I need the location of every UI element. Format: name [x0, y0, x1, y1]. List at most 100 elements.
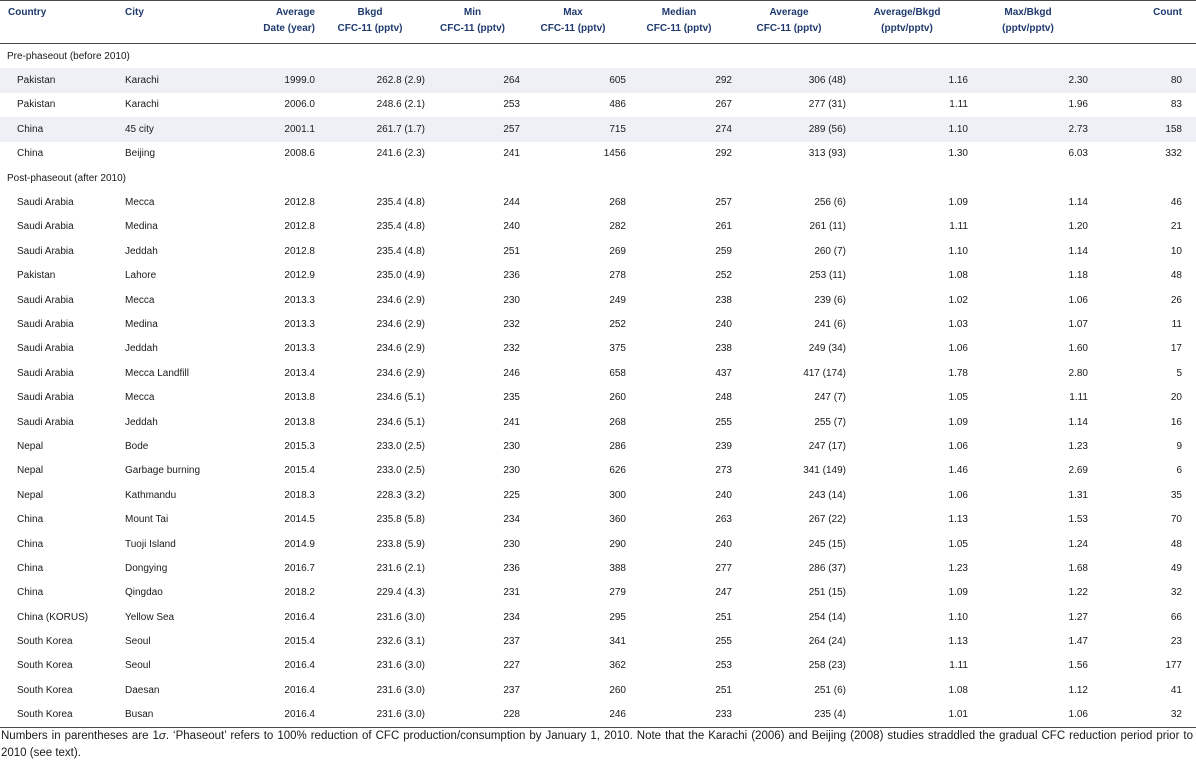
cell-min: 230	[425, 287, 520, 313]
cell-city: Mecca	[125, 385, 255, 410]
cell-max: 279	[520, 580, 626, 605]
cell-max: 658	[609, 367, 626, 379]
cell-count: 70	[1170, 514, 1182, 526]
cell-min: 237	[425, 678, 520, 703]
table-row: China Mount Tai 2014.5 235.8 (5.8) 234 360 263…	[0, 507, 1196, 531]
cell-average-bkgd-ratio: 1.10	[948, 611, 968, 623]
cell-count: 48	[1088, 531, 1196, 557]
cell-max-bkgd-ratio: 1.14	[968, 190, 1088, 215]
cell-average: 417 (174)	[803, 367, 846, 379]
cell-average: 277 (31)	[732, 92, 846, 118]
cell-max-bkgd-ratio: 1.47	[968, 629, 1088, 654]
cell-average-date: 2015.4	[255, 629, 315, 654]
cell-average-bkgd-ratio: 1.13	[948, 514, 968, 526]
cell-min: 228	[425, 702, 520, 728]
section-pre-phaseout-label: Pre-phaseout (before 2010)	[7, 50, 130, 62]
cell-city: Mecca	[125, 287, 255, 313]
table-row: Pakistan Karachi 2006.0 248.6 (2.1) 253 486 26…	[0, 92, 1196, 118]
cell-country: China	[0, 117, 125, 142]
cell-min: 230	[503, 465, 520, 477]
cell-average-date: 2016.4	[284, 611, 315, 623]
cell-median: 261	[715, 221, 732, 233]
cell-bkgd: 229.4 (4.3)	[315, 580, 425, 605]
cell-max: 486	[520, 92, 626, 118]
cell-country: Nepal	[17, 465, 44, 477]
cell-count: 158	[1088, 117, 1196, 142]
cell-city: Jeddah	[125, 336, 255, 362]
cell-average: 256 (6)	[732, 190, 846, 215]
table-row: Nepal Kathmandu 2018.3 228.3 (3.2) 225 300 240…	[0, 483, 1196, 508]
header-average: CFC-11 (pptv)	[732, 21, 846, 44]
cell-max-bkgd-ratio: 2.73	[968, 117, 1088, 142]
cell-bkgd: 231.6 (3.0)	[376, 611, 425, 623]
cell-count: 6	[1176, 465, 1182, 477]
table-row: China Dongying 2016.7 231.6 (2.1) 236 388 277 2…	[0, 556, 1196, 580]
cfc11-table: Country City Average Bkgd Min Max Median Averag…	[0, 0, 1196, 728]
cell-count: 9	[1088, 434, 1196, 459]
cell-max: 278	[609, 270, 626, 282]
table-row: China Tuoji Island 2014.9 233.8 (5.9) 230 290…	[0, 531, 1196, 557]
cell-bkgd: 235.0 (4.9)	[376, 270, 425, 282]
cell-average-bkgd-ratio: 1.11	[949, 660, 968, 672]
cell-average: 261 (11)	[809, 221, 846, 233]
cell-city: Medina	[125, 318, 158, 330]
cell-max-bkgd-ratio: 2.30	[968, 68, 1088, 93]
header-average-date: Date (year)	[255, 21, 315, 44]
cell-average-date: 2016.4	[255, 702, 315, 728]
footnote-sigma: σ	[158, 730, 166, 742]
cell-max-bkgd-ratio: 1.23	[968, 434, 1088, 459]
table-row: Saudi Arabia Medina 2013.3 234.6 (2.9) 232 25…	[0, 312, 1196, 336]
header-average-bkgd-ratio: (pptv/pptv)	[846, 21, 968, 44]
cell-median: 292	[626, 141, 732, 166]
cell-median: 238	[626, 287, 732, 313]
cell-median: 263	[715, 514, 732, 526]
cell-min: 246	[503, 367, 520, 379]
cell-median: 255	[626, 629, 732, 654]
header-median: Median	[626, 0, 732, 21]
cell-city: Mecca	[125, 190, 255, 215]
cell-bkgd: 231.6 (3.0)	[376, 660, 425, 672]
cell-max: 268	[609, 416, 626, 428]
header-max-bkgd-ratio: Max/Bkgd	[968, 0, 1088, 21]
table-row: South Korea Seoul 2016.4 231.6 (3.0) 227 362 2…	[0, 654, 1196, 678]
cell-max: 268	[520, 190, 626, 215]
table-row: Pakistan Karachi 1999.0 262.8 (2.9) 264 605 29…	[0, 68, 1196, 93]
cell-bkgd: 231.6 (2.1)	[376, 562, 425, 574]
cell-average: 258 (23)	[808, 660, 846, 672]
cell-max: 282	[609, 221, 626, 233]
cell-min: 230	[425, 531, 520, 557]
cell-average-bkgd-ratio: 1.08	[948, 270, 968, 282]
cell-average-bkgd-ratio: 1.16	[846, 68, 968, 93]
cell-bkgd: 234.6 (2.9)	[315, 336, 425, 362]
cell-bkgd: 235.4 (4.8)	[315, 190, 425, 215]
cell-average: 267 (22)	[808, 514, 846, 526]
cell-bkgd: 262.8 (2.9)	[315, 68, 425, 93]
cell-bkgd: 231.6 (3.0)	[315, 702, 425, 728]
cell-count: 177	[1165, 660, 1182, 672]
cell-count: 66	[1170, 611, 1182, 623]
cell-country: South Korea	[0, 629, 125, 654]
cell-bkgd: 233.8 (5.9)	[315, 531, 425, 557]
cell-max: 1456	[520, 141, 626, 166]
cell-min: 264	[425, 68, 520, 93]
cell-country: Saudi Arabia	[0, 336, 125, 362]
cell-average-date: 2016.7	[284, 562, 315, 574]
cell-min: 230	[425, 434, 520, 459]
cell-min: 241	[503, 416, 520, 428]
cell-max-bkgd-ratio: 1.11	[968, 385, 1088, 410]
header-average-bkgd-ratio: Average/Bkgd	[846, 0, 968, 21]
cell-average-bkgd-ratio: 1.13	[846, 629, 968, 654]
cell-median: 274	[626, 117, 732, 142]
cell-max: 269	[520, 239, 626, 264]
cell-average-bkgd-ratio: 1.46	[948, 465, 968, 477]
cell-count: 80	[1088, 68, 1196, 93]
cell-max-bkgd-ratio: 1.60	[968, 336, 1088, 362]
cell-city: Medina	[125, 221, 158, 233]
cell-median: 277	[715, 562, 732, 574]
cell-country: South Korea	[0, 678, 125, 703]
cell-average: 243 (14)	[732, 483, 846, 508]
header-row-2: Date (year) CFC-11 (pptv) CFC-11 (pptv) CFC…	[0, 21, 1196, 44]
cell-country: Saudi Arabia	[17, 367, 74, 379]
cell-average-date: 2018.3	[255, 483, 315, 508]
cell-count: 26	[1088, 287, 1196, 313]
